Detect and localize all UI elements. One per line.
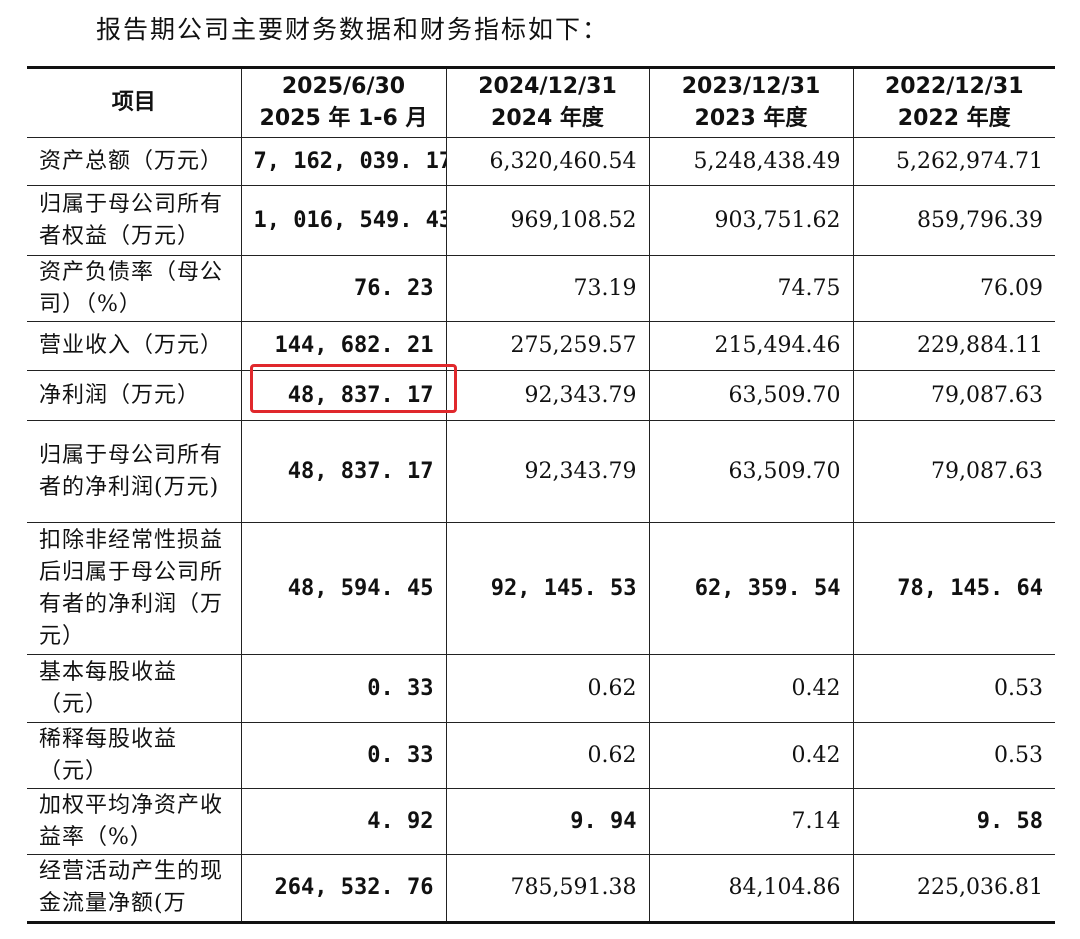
cell-value: 9. 58 (852, 788, 1055, 855)
cell-value: 225,036.81 (852, 854, 1055, 924)
table-row: 扣除非经常性损益后归属于母公司所有者的净利润（万元） 48, 594. 45 9… (27, 522, 1055, 655)
cell-value: 0. 33 (240, 654, 447, 723)
cell-value: 0.53 (852, 654, 1055, 723)
cell-value: 7, 162, 039. 17 (240, 137, 447, 186)
cell-value: 969,108.52 (445, 185, 650, 256)
cell-value: 92,343.79 (445, 420, 650, 523)
cell-value: 4. 92 (240, 788, 447, 855)
cell-value: 0.62 (445, 722, 650, 789)
cell-value: 0.42 (648, 654, 854, 723)
table-row: 归属于母公司所有者的净利润(万元) 48, 837. 17 92,343.79 … (27, 420, 1055, 523)
row-label: 经营活动产生的现金流量净额(万 (27, 854, 242, 924)
cell-value: 144, 682. 21 (240, 321, 447, 371)
table-row: 资产总额（万元） 7, 162, 039. 17 6,320,460.54 5,… (27, 137, 1055, 186)
cell-value: 5,248,438.49 (648, 137, 854, 186)
cell-value: 6,320,460.54 (445, 137, 650, 186)
cell-value: 48, 837. 17 (240, 420, 447, 523)
cell-value: 76.09 (852, 255, 1055, 322)
header-2025h1: 2025/6/30 2025 年 1-6 月 (240, 66, 447, 138)
cell-value: 48, 594. 45 (240, 522, 447, 655)
row-label: 归属于母公司所有者权益（万元） (27, 185, 242, 256)
table-row: 稀释每股收益（元） 0. 33 0.62 0.42 0.53 (27, 722, 1055, 789)
row-label: 资产负债率（母公司）（%） (27, 255, 242, 322)
cell-value: 229,884.11 (852, 321, 1055, 371)
cell-value: 63,509.70 (648, 370, 854, 421)
cell-value: 92,343.79 (445, 370, 650, 421)
financial-table: 项目 2025/6/30 2025 年 1-6 月 2024/12/31 2024 … (27, 66, 1055, 924)
row-label: 净利润（万元） (27, 370, 242, 421)
header-2024: 2024/12/31 2024 年度 (445, 66, 650, 138)
header-2023: 2023/12/31 2023 年度 (648, 66, 854, 138)
cell-value: 79,087.63 (852, 420, 1055, 523)
cell-value: 0.62 (445, 654, 650, 723)
row-label: 营业收入（万元） (27, 321, 242, 371)
cell-value: 62, 359. 54 (648, 522, 854, 655)
table-row: 净利润（万元） 48, 837. 17 92,343.79 63,509.70 … (27, 370, 1055, 421)
cell-value: 275,259.57 (445, 321, 650, 371)
header-item: 项目 (27, 66, 242, 138)
cell-value: 84,104.86 (648, 854, 854, 924)
row-label: 稀释每股收益（元） (27, 722, 242, 789)
table-row: 基本每股收益（元） 0. 33 0.62 0.42 0.53 (27, 654, 1055, 723)
cell-value: 74.75 (648, 255, 854, 322)
table-row: 营业收入（万元） 144, 682. 21 275,259.57 215,494… (27, 321, 1055, 371)
cell-value: 5,262,974.71 (852, 137, 1055, 186)
cell-value: 7.14 (648, 788, 854, 855)
cell-value: 1, 016, 549. 43 (240, 185, 447, 256)
cell-value: 92, 145. 53 (445, 522, 650, 655)
cell-value: 264, 532. 76 (240, 854, 447, 924)
cell-value: 215,494.46 (648, 321, 854, 371)
cell-value: 63,509.70 (648, 420, 854, 523)
table-header-row: 项目 2025/6/30 2025 年 1-6 月 2024/12/31 2024 … (27, 66, 1055, 138)
table-row: 经营活动产生的现金流量净额(万 264, 532. 76 785,591.38 … (27, 854, 1055, 924)
cell-value: 73.19 (445, 255, 650, 322)
cell-value: 0.53 (852, 722, 1055, 789)
cell-value: 903,751.62 (648, 185, 854, 256)
row-label: 扣除非经常性损益后归属于母公司所有者的净利润（万元） (27, 522, 242, 655)
cell-value: 0. 33 (240, 722, 447, 789)
cell-value: 9. 94 (445, 788, 650, 855)
cell-value: 78, 145. 64 (852, 522, 1055, 655)
row-label: 归属于母公司所有者的净利润(万元) (27, 420, 242, 523)
cell-value: 76. 23 (240, 255, 447, 322)
table-row: 资产负债率（母公司）（%） 76. 23 73.19 74.75 76.09 (27, 255, 1055, 322)
cell-value: 859,796.39 (852, 185, 1055, 256)
row-label: 资产总额（万元） (27, 137, 242, 186)
cell-value: 0.42 (648, 722, 854, 789)
table-row: 加权平均净资产收益率（%） 4. 92 9. 94 7.14 9. 58 (27, 788, 1055, 855)
row-label: 加权平均净资产收益率（%） (27, 788, 242, 855)
header-2022: 2022/12/31 2022 年度 (852, 66, 1055, 138)
cell-value: 79,087.63 (852, 370, 1055, 421)
row-label: 基本每股收益（元） (27, 654, 242, 723)
intro-text: 报告期公司主要财务数据和财务指标如下： (96, 15, 610, 44)
cell-value: 48, 837. 17 (240, 370, 447, 421)
cell-value: 785,591.38 (445, 854, 650, 924)
table-row: 归属于母公司所有者权益（万元） 1, 016, 549. 43 969,108.… (27, 185, 1055, 256)
